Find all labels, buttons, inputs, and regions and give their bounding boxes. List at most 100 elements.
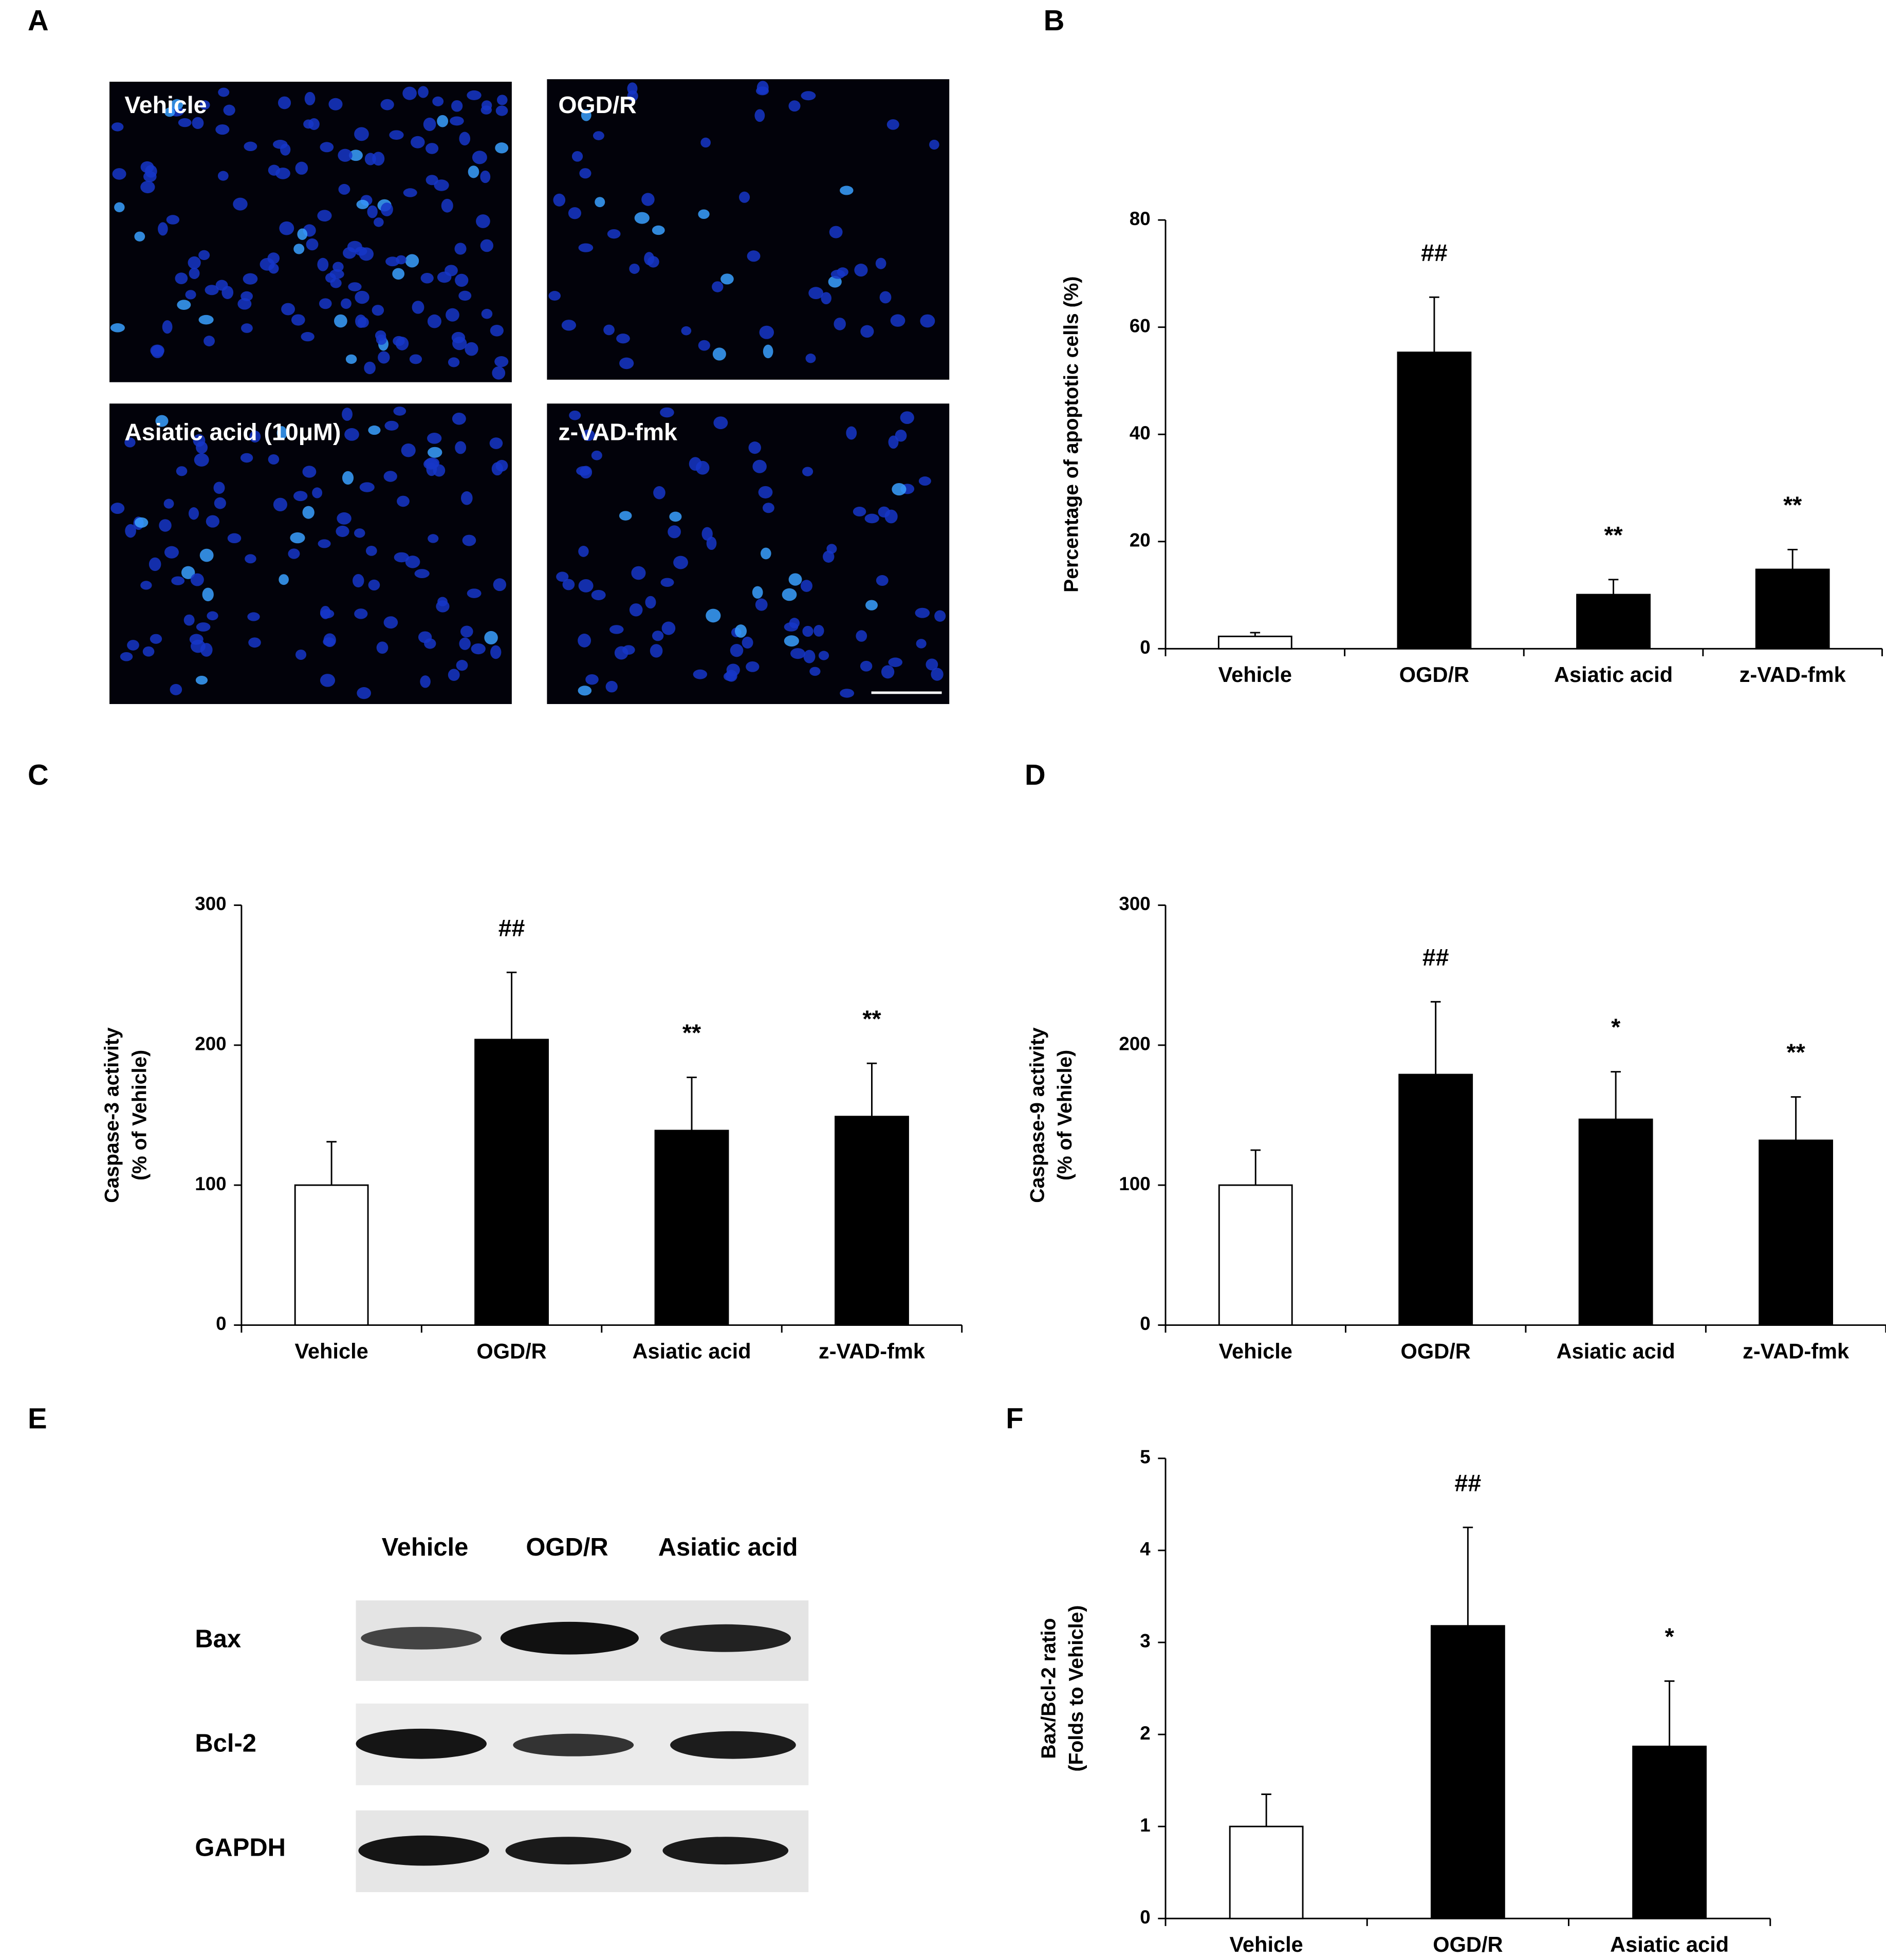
nucleus xyxy=(411,136,425,149)
nucleus xyxy=(693,669,708,679)
error-bar xyxy=(1611,1071,1621,1120)
nucleus xyxy=(808,287,824,300)
nucleus xyxy=(568,207,582,219)
nucleus xyxy=(561,320,576,331)
nucleus xyxy=(110,323,125,332)
nucleus xyxy=(673,556,688,569)
nucleus xyxy=(302,466,317,478)
nucleus xyxy=(202,587,214,602)
nucleus xyxy=(569,410,581,420)
bar xyxy=(654,1130,729,1326)
nucleus xyxy=(489,437,503,449)
y-tick-label: 5 xyxy=(1140,1447,1150,1468)
error-bar xyxy=(1608,579,1619,595)
error-bar xyxy=(1250,632,1261,637)
nucleus xyxy=(459,132,471,145)
micrograph-panel: A xyxy=(28,4,950,705)
significance-label: ## xyxy=(1455,1469,1482,1496)
nucleus xyxy=(591,589,606,600)
x-tick-label: Vehicle xyxy=(1218,662,1292,687)
significance-label: ** xyxy=(682,1020,701,1046)
nucleus xyxy=(605,680,618,693)
nucleus xyxy=(468,165,479,178)
nucleus xyxy=(380,99,394,110)
nucleus xyxy=(759,325,774,339)
nucleus xyxy=(204,336,215,346)
y-tick-label: 300 xyxy=(195,893,226,914)
bar xyxy=(1217,635,1292,650)
nucleus xyxy=(213,482,225,494)
nucleus xyxy=(249,430,261,443)
nucleus xyxy=(455,273,469,287)
x-tick-label: z-VAD-fmk xyxy=(1743,1339,1850,1363)
nucleus xyxy=(424,638,436,649)
nucleus xyxy=(730,643,744,657)
nucleus xyxy=(454,243,467,255)
nucleus xyxy=(837,267,848,277)
lane-label: Asiatic acid xyxy=(658,1533,798,1561)
nucleus xyxy=(756,86,769,96)
nucleus xyxy=(353,574,364,587)
nucleus xyxy=(205,285,219,295)
nucleus xyxy=(140,181,155,194)
nucleus xyxy=(189,268,200,280)
bar xyxy=(1632,1745,1707,1919)
nucleus xyxy=(788,573,802,586)
nucleus xyxy=(338,183,350,195)
nucleus xyxy=(495,105,508,116)
nucleus xyxy=(556,571,569,582)
y-tick-label: 80 xyxy=(1130,208,1151,229)
error-bar xyxy=(687,1076,697,1131)
nucleus xyxy=(802,625,813,637)
nucleus xyxy=(192,117,204,130)
nucleus xyxy=(578,634,591,648)
y-tick-label: 60 xyxy=(1130,315,1151,336)
x-tick-label: OGD/R xyxy=(1399,662,1469,687)
nucleus xyxy=(392,268,405,280)
nucleus xyxy=(752,459,767,473)
error-bar xyxy=(1463,1526,1473,1626)
nucleus xyxy=(860,660,873,672)
nucleus xyxy=(462,534,476,546)
nucleus xyxy=(619,511,632,521)
nucleus xyxy=(495,459,508,472)
nucleus xyxy=(493,578,507,591)
nucleus xyxy=(342,471,354,485)
nucleus xyxy=(320,142,334,153)
nucleus xyxy=(221,286,234,299)
nucleus xyxy=(303,119,314,129)
nucleus xyxy=(199,548,214,562)
band xyxy=(505,1837,632,1865)
nucleus xyxy=(881,665,895,679)
band xyxy=(361,1626,482,1650)
nucleus xyxy=(393,406,406,416)
error-bar xyxy=(1790,1096,1801,1141)
band xyxy=(358,1835,489,1866)
nucleus xyxy=(111,122,124,132)
nucleus xyxy=(114,202,125,213)
bar xyxy=(1229,1825,1304,1919)
error-bar xyxy=(326,1141,337,1186)
significance-label: ** xyxy=(1783,492,1802,519)
nucleus xyxy=(170,683,182,695)
nucleus xyxy=(886,119,899,130)
nucleus xyxy=(888,657,903,667)
y-axis-label: (Folds to Vehicle) xyxy=(1065,1605,1087,1772)
nucleus xyxy=(900,411,914,424)
nucleus xyxy=(865,600,878,611)
nucleus xyxy=(645,596,656,609)
nucleus xyxy=(199,100,210,110)
error-bar xyxy=(1430,1001,1441,1075)
nucleus xyxy=(459,637,471,650)
nucleus xyxy=(142,646,155,657)
nucleus xyxy=(342,408,353,421)
nucleus xyxy=(319,298,332,309)
nucleus xyxy=(800,580,812,592)
nucleus xyxy=(268,164,280,176)
nucleus xyxy=(754,109,765,122)
nucleus xyxy=(446,308,459,322)
nucleus xyxy=(497,95,508,105)
nucleus xyxy=(162,320,173,334)
nucleus xyxy=(579,168,591,179)
